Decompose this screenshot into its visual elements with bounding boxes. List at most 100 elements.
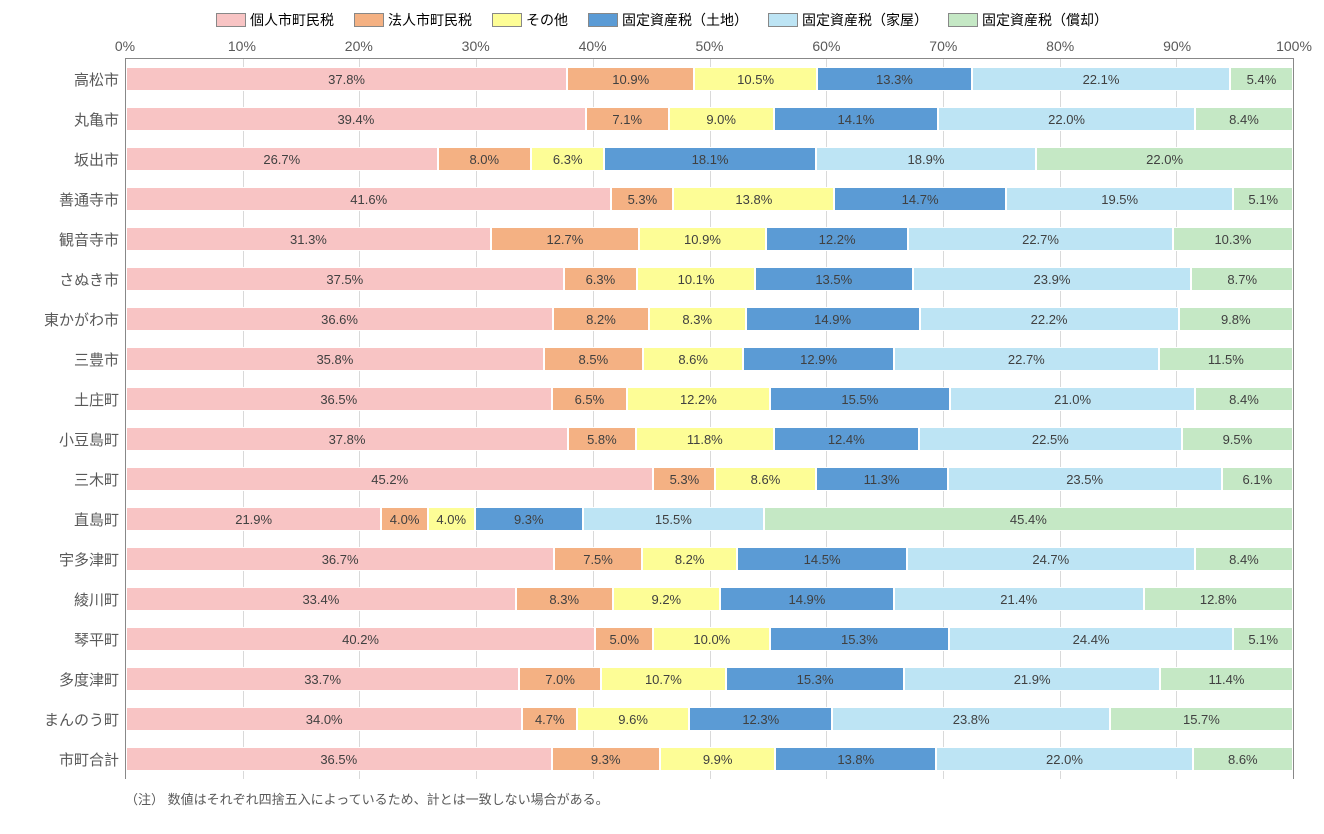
x-tick-label: 30% xyxy=(462,38,490,54)
row-label: 市町合計 xyxy=(11,749,119,770)
bar-segment: 18.9% xyxy=(816,147,1037,171)
bar-segment: 14.7% xyxy=(834,187,1006,211)
chart-row: まんのう町34.0%4.7%9.6%12.3%23.8%15.7% xyxy=(126,699,1293,739)
chart-footnote: （注） 数値はそれぞれ四捨五入によっているため、計とは一致しない場合がある。 xyxy=(125,789,1314,808)
segment-value: 8.4% xyxy=(1229,112,1259,127)
bar-segment: 33.4% xyxy=(126,587,516,611)
bar-segment: 11.8% xyxy=(636,427,774,451)
segment-value: 8.4% xyxy=(1229,392,1259,407)
segment-value: 4.0% xyxy=(390,512,420,527)
bar-segment: 36.5% xyxy=(126,387,552,411)
bar-segment: 37.5% xyxy=(126,267,564,291)
segment-value: 8.5% xyxy=(579,352,609,367)
bar-segment: 5.0% xyxy=(595,627,653,651)
stacked-bar: 45.2%5.3%8.6%11.3%23.5%6.1% xyxy=(126,467,1293,491)
segment-value: 10.9% xyxy=(612,72,649,87)
stacked-bar: 36.7%7.5%8.2%14.5%24.7%8.4% xyxy=(126,547,1293,571)
bar-segment: 35.8% xyxy=(126,347,544,371)
chart-row: 小豆島町37.8%5.8%11.8%12.4%22.5%9.5% xyxy=(126,419,1293,459)
segment-value: 37.5% xyxy=(326,272,363,287)
segment-value: 22.2% xyxy=(1031,312,1068,327)
bar-segment: 23.9% xyxy=(913,267,1192,291)
bar-segment: 12.4% xyxy=(774,427,919,451)
bar-segment: 6.3% xyxy=(531,147,605,171)
bar-segment: 22.7% xyxy=(908,227,1173,251)
segment-value: 7.1% xyxy=(612,112,642,127)
bar-segment: 15.3% xyxy=(770,627,949,651)
segment-value: 6.3% xyxy=(586,272,616,287)
segment-value: 33.4% xyxy=(302,592,339,607)
segment-value: 39.4% xyxy=(337,112,374,127)
chart-row: 三木町45.2%5.3%8.6%11.3%23.5%6.1% xyxy=(126,459,1293,499)
segment-value: 14.9% xyxy=(814,312,851,327)
segment-value: 18.1% xyxy=(692,152,729,167)
segment-value: 8.6% xyxy=(1228,752,1258,767)
segment-value: 6.5% xyxy=(575,392,605,407)
segment-value: 9.3% xyxy=(514,512,544,527)
segment-value: 12.2% xyxy=(680,392,717,407)
segment-value: 10.0% xyxy=(693,632,730,647)
bar-segment: 31.3% xyxy=(126,227,491,251)
segment-value: 41.6% xyxy=(350,192,387,207)
segment-value: 5.1% xyxy=(1248,632,1278,647)
stacked-bar: 40.2%5.0%10.0%15.3%24.4%5.1% xyxy=(126,627,1293,651)
segment-value: 19.5% xyxy=(1101,192,1138,207)
segment-value: 5.1% xyxy=(1248,192,1278,207)
bar-segment: 14.5% xyxy=(737,547,906,571)
x-tick-label: 50% xyxy=(695,38,723,54)
bar-segment: 12.8% xyxy=(1144,587,1293,611)
bar-segment: 14.1% xyxy=(774,107,939,131)
bar-segment: 12.2% xyxy=(627,387,769,411)
legend-swatch xyxy=(492,13,522,27)
bar-segment: 24.7% xyxy=(907,547,1195,571)
segment-value: 5.3% xyxy=(670,472,700,487)
legend-item: 個人市町民税 xyxy=(216,10,334,30)
chart-row: 東かがわ市36.6%8.2%8.3%14.9%22.2%9.8% xyxy=(126,299,1293,339)
stacked-bar: 33.4%8.3%9.2%14.9%21.4%12.8% xyxy=(126,587,1293,611)
bar-segment: 6.1% xyxy=(1222,467,1293,491)
row-label: 坂出市 xyxy=(11,149,119,170)
segment-value: 11.8% xyxy=(687,432,723,447)
bar-segment: 21.4% xyxy=(894,587,1144,611)
stacked-bar: 36.5%9.3%9.9%13.8%22.0%8.6% xyxy=(126,747,1293,771)
chart-row: 直島町21.9%4.0%4.0%9.3%15.5%45.4% xyxy=(126,499,1293,539)
chart-row: 高松市37.8%10.9%10.5%13.3%22.1%5.4% xyxy=(126,59,1293,99)
segment-value: 4.7% xyxy=(535,712,565,727)
segment-value: 21.9% xyxy=(1014,672,1051,687)
segment-value: 35.8% xyxy=(316,352,353,367)
legend-item: 法人市町民税 xyxy=(354,10,472,30)
segment-value: 10.7% xyxy=(645,672,682,687)
bar-segment: 13.8% xyxy=(673,187,834,211)
segment-value: 36.6% xyxy=(321,312,358,327)
chart-legend: 個人市町民税法人市町民税その他固定資産税（土地）固定資産税（家屋）固定資産税（償… xyxy=(10,10,1314,30)
bar-segment: 10.1% xyxy=(637,267,755,291)
segment-value: 10.5% xyxy=(737,72,774,87)
bar-segment: 12.9% xyxy=(743,347,894,371)
bar-segment: 6.5% xyxy=(552,387,628,411)
segment-value: 13.5% xyxy=(815,272,852,287)
bar-segment: 22.5% xyxy=(919,427,1182,451)
segment-value: 9.9% xyxy=(703,752,733,767)
bar-segment: 33.7% xyxy=(126,667,519,691)
row-label: まんのう町 xyxy=(11,709,119,730)
stacked-bar: 36.5%6.5%12.2%15.5%21.0%8.4% xyxy=(126,387,1293,411)
bar-segment: 12.7% xyxy=(491,227,639,251)
segment-value: 11.4% xyxy=(1208,672,1244,687)
segment-value: 9.0% xyxy=(706,112,736,127)
bar-segment: 13.8% xyxy=(775,747,936,771)
bar-segment: 37.8% xyxy=(126,67,567,91)
bar-segment: 9.3% xyxy=(475,507,583,531)
bar-segment: 9.2% xyxy=(613,587,720,611)
bar-segment: 7.1% xyxy=(586,107,669,131)
segment-value: 8.6% xyxy=(751,472,781,487)
bar-segment: 4.0% xyxy=(428,507,475,531)
segment-value: 11.5% xyxy=(1208,352,1244,367)
segment-value: 8.0% xyxy=(469,152,499,167)
bar-segment: 11.4% xyxy=(1160,667,1293,691)
bar-segment: 5.3% xyxy=(653,467,715,491)
x-tick-label: 90% xyxy=(1163,38,1191,54)
segment-value: 36.7% xyxy=(322,552,359,567)
bar-segment: 7.0% xyxy=(519,667,601,691)
segment-value: 10.3% xyxy=(1214,232,1251,247)
segment-value: 15.5% xyxy=(655,512,692,527)
